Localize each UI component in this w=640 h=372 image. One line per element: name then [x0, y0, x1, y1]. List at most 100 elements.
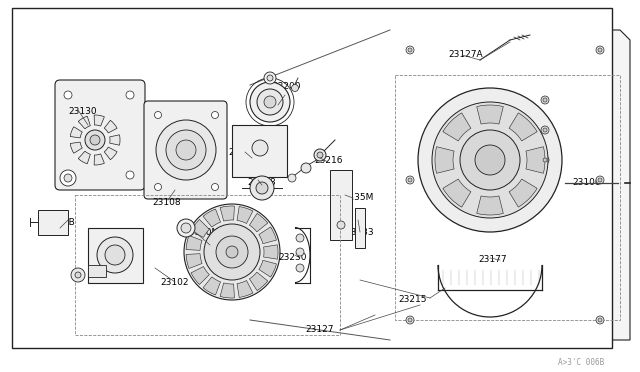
Circle shape [598, 48, 602, 52]
Wedge shape [526, 147, 545, 173]
Wedge shape [104, 120, 117, 133]
Wedge shape [443, 113, 471, 141]
Wedge shape [443, 179, 471, 207]
Circle shape [126, 171, 134, 179]
Circle shape [296, 248, 304, 256]
Circle shape [598, 318, 602, 322]
Circle shape [250, 176, 274, 200]
Circle shape [541, 126, 549, 134]
Wedge shape [70, 142, 83, 153]
Wedge shape [70, 127, 83, 138]
Bar [88, 265, 106, 277]
Wedge shape [259, 227, 276, 244]
Bar [75, 195, 340, 335]
Text: 23127A: 23127A [448, 50, 483, 59]
Text: 23150B: 23150B [40, 218, 75, 227]
Text: 23133: 23133 [345, 228, 374, 237]
Circle shape [291, 84, 298, 92]
Wedge shape [220, 206, 234, 221]
Wedge shape [94, 115, 104, 126]
Wedge shape [203, 277, 221, 295]
Circle shape [60, 170, 76, 186]
Wedge shape [104, 147, 117, 160]
Circle shape [181, 223, 191, 233]
Bar [330, 170, 352, 240]
Circle shape [337, 221, 345, 229]
Text: 23230: 23230 [278, 253, 307, 262]
Circle shape [64, 174, 72, 182]
Circle shape [543, 98, 547, 102]
Wedge shape [435, 147, 454, 173]
Text: 23118: 23118 [247, 178, 276, 187]
Circle shape [541, 96, 549, 104]
Wedge shape [509, 113, 537, 141]
Wedge shape [250, 214, 268, 232]
Circle shape [317, 152, 323, 158]
Wedge shape [203, 209, 221, 227]
Circle shape [257, 89, 283, 115]
Circle shape [204, 224, 260, 280]
Bar [395, 75, 620, 320]
Circle shape [296, 264, 304, 272]
Text: A>3'C 006B: A>3'C 006B [558, 358, 604, 367]
FancyBboxPatch shape [144, 101, 227, 199]
Bar [355, 208, 365, 248]
Circle shape [267, 75, 273, 81]
Circle shape [314, 149, 326, 161]
Circle shape [216, 236, 248, 268]
Wedge shape [477, 196, 503, 215]
Wedge shape [509, 179, 537, 207]
Circle shape [64, 91, 72, 99]
Wedge shape [78, 116, 90, 129]
Circle shape [460, 130, 520, 190]
Circle shape [176, 140, 196, 160]
Wedge shape [264, 245, 278, 259]
Wedge shape [250, 272, 268, 291]
Text: 23216: 23216 [314, 156, 342, 165]
Circle shape [184, 204, 280, 300]
Wedge shape [78, 151, 90, 164]
Circle shape [418, 88, 562, 232]
Wedge shape [477, 105, 503, 124]
Circle shape [596, 316, 604, 324]
Circle shape [154, 183, 161, 190]
Text: 23102: 23102 [160, 278, 189, 287]
Circle shape [288, 174, 296, 182]
Text: 23120N: 23120N [183, 228, 218, 237]
Circle shape [226, 246, 238, 258]
Wedge shape [109, 135, 120, 145]
Wedge shape [186, 254, 202, 269]
Circle shape [406, 316, 414, 324]
Circle shape [408, 318, 412, 322]
Circle shape [596, 176, 604, 184]
Circle shape [406, 176, 414, 184]
Wedge shape [237, 206, 253, 224]
Circle shape [211, 183, 218, 190]
Wedge shape [220, 283, 234, 298]
Circle shape [432, 102, 548, 218]
Circle shape [156, 120, 216, 180]
Wedge shape [191, 266, 209, 285]
Wedge shape [259, 260, 276, 277]
Circle shape [105, 245, 125, 265]
Text: 23135M: 23135M [337, 193, 373, 202]
Polygon shape [390, 30, 630, 340]
Text: 23108: 23108 [152, 198, 180, 207]
Wedge shape [191, 219, 209, 237]
Wedge shape [186, 235, 202, 250]
Circle shape [211, 112, 218, 119]
Bar [38, 210, 68, 235]
Circle shape [75, 272, 81, 278]
Circle shape [252, 140, 268, 156]
Wedge shape [94, 154, 104, 165]
Circle shape [250, 82, 290, 122]
Circle shape [408, 178, 412, 182]
Circle shape [408, 48, 412, 52]
Circle shape [541, 156, 549, 164]
Wedge shape [237, 280, 253, 298]
Circle shape [543, 158, 547, 162]
Text: 23120M: 23120M [228, 148, 264, 157]
Circle shape [301, 163, 311, 173]
Circle shape [596, 46, 604, 54]
Circle shape [475, 145, 505, 175]
